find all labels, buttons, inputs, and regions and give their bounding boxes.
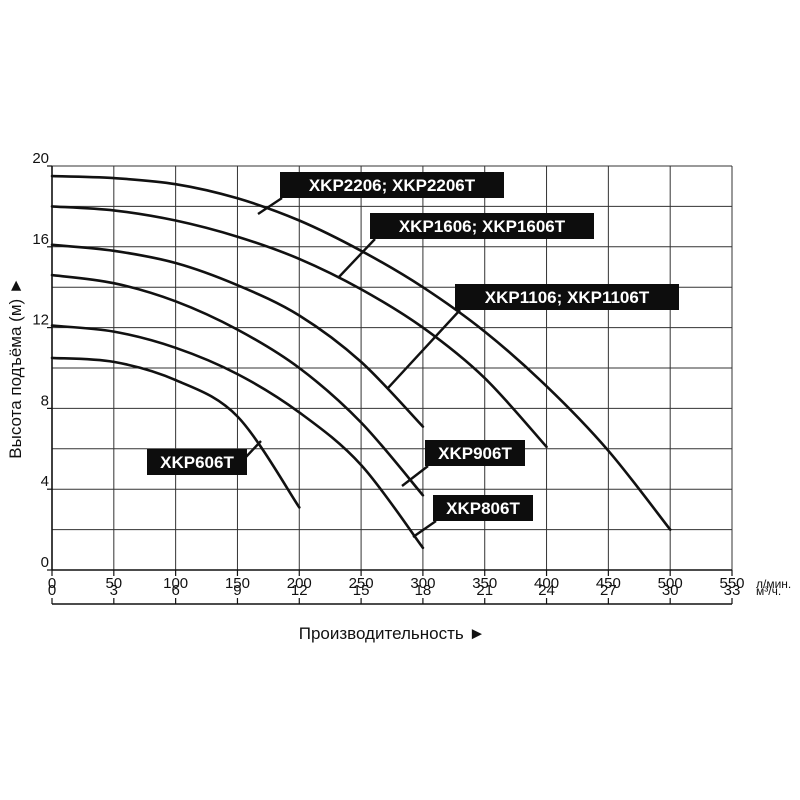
x-tick-label: 300: [410, 575, 435, 592]
curve-label-box: [370, 213, 594, 239]
curve-labels: XKP2206; XKP2206T XKP1606; XKP1606T XKP110…: [147, 172, 679, 521]
x2-tick-label: 15: [353, 582, 370, 599]
y-tick-label: 4: [41, 473, 49, 490]
y-axis-title: Высота подъёма (м) ►: [6, 277, 25, 458]
x-tick-label: 550: [719, 575, 744, 592]
x-axis-title: Производительность ►: [299, 624, 486, 643]
label-leader-line: [257, 197, 283, 215]
x2-tick-label: 21: [476, 582, 493, 599]
curve-label-box: [433, 495, 533, 521]
performance-curve: [50, 243, 425, 428]
label-leader-line: [387, 309, 461, 389]
performance-curve: [50, 273, 425, 497]
y-tick-label: 8: [41, 392, 49, 409]
y-tick-label: 20: [32, 150, 49, 167]
x-tick-label: 200: [287, 575, 312, 592]
label-leader-line: [337, 238, 376, 279]
performance-curve: [50, 205, 548, 449]
performance-curves: [50, 174, 672, 550]
y-tick-label: 12: [32, 312, 49, 329]
curve-label: XKP2206; XKP2206T: [309, 176, 476, 195]
x-tick-label: 400: [534, 575, 559, 592]
x2-unit-label: м³/ч.: [756, 584, 781, 598]
x-tick-label: 50: [105, 575, 122, 592]
x-unit-label: л/мин.: [756, 577, 791, 591]
performance-curve: [50, 324, 425, 550]
y-tick-label: 0: [41, 554, 49, 571]
x2-tick-label: 24: [538, 582, 555, 599]
x-tick-label: 250: [349, 575, 374, 592]
x-tick-label: 150: [225, 575, 250, 592]
x-tick-label: 450: [596, 575, 621, 592]
curve-label-box: [455, 284, 679, 310]
curve-label: XKP906T: [438, 444, 512, 463]
y-tick-label: 16: [32, 231, 49, 248]
performance-curve: [50, 356, 301, 509]
label-leader-line: [412, 520, 437, 538]
curve-label: XKP1106; XKP1106T: [485, 288, 650, 307]
curve-label-box: [280, 172, 504, 198]
label-leader-line: [401, 465, 429, 487]
x-tick-label: 500: [658, 575, 683, 592]
label-leader-line: [244, 440, 262, 459]
curve-label: XKP806T: [446, 499, 520, 518]
axes: [47, 165, 733, 605]
x-tick-label: 100: [163, 575, 188, 592]
x2-tick-label: 27: [600, 582, 617, 599]
x2-tick-label: 12: [291, 582, 308, 599]
x-tick-label: 350: [472, 575, 497, 592]
x2-tick-label: 30: [662, 582, 679, 599]
x2-tick-label: 6: [171, 582, 179, 599]
curve-label-box: [425, 440, 525, 466]
x2-tick-label: 9: [233, 582, 241, 599]
x2-tick-label: 33: [724, 582, 741, 599]
curve-label: XKP1606; XKP1606T: [399, 217, 566, 236]
performance-curve: [50, 174, 672, 531]
x2-tick-label: 0: [48, 582, 56, 599]
x-tick-label: 0: [48, 575, 56, 592]
curve-label-box: [147, 449, 247, 475]
curve-label: XKP606T: [160, 453, 234, 472]
label-leaders: [244, 197, 461, 538]
x2-tick-label: 18: [415, 582, 432, 599]
x2-tick-label: 3: [110, 582, 118, 599]
